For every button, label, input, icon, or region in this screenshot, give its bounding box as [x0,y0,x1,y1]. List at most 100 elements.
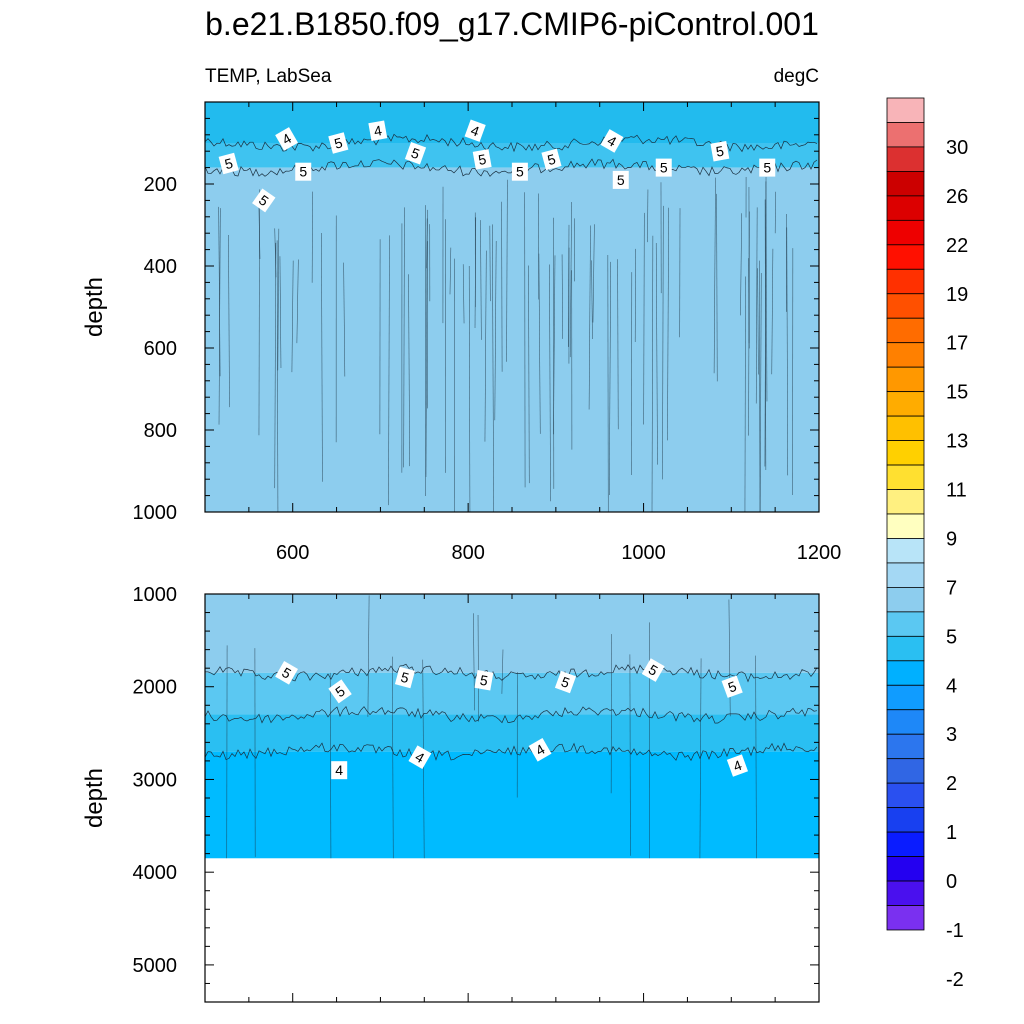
colorbar-label: 2 [946,773,957,795]
contour-band-3 [205,751,819,859]
contour-streak [764,199,767,471]
colorbar-swatch [886,97,925,123]
contour-streak [501,649,504,694]
x-tick-label: 800 [451,542,484,564]
contour-streak [276,240,279,513]
y-tick-label: 4000 [133,862,178,884]
contour-label: 5 [641,658,665,682]
colorbar-swatch [886,219,925,246]
colorbar-swatch [886,856,925,882]
contour-streak [291,260,294,373]
colorbar-swatch [886,831,925,857]
y-tick-label: 5000 [133,955,178,977]
colorbar-label: 22 [946,235,968,257]
contour-streak [744,276,746,513]
contour-label: 5 [404,142,427,165]
contour-label: 4 [275,127,299,151]
contour-band-0 [205,102,819,143]
colorbar-swatch [886,538,925,564]
colorbar-label: 3 [946,724,957,746]
contour-streak [528,265,530,484]
colorbar-swatch [886,660,925,686]
contour-label-text: 5 [516,164,524,180]
colorbar-swatch [886,195,925,221]
contour-label: 5 [511,162,528,181]
x-tick-label: 1200 [797,542,842,564]
contour-label-text: 5 [763,160,771,176]
contour-band-1 [205,672,819,715]
contour-label: 5 [759,158,776,177]
contour-label: 4 [331,761,348,780]
colorbar-label: 9 [946,528,957,550]
colorbar-label: 15 [946,382,968,404]
contour-band-2 [205,714,819,752]
contour-streak [321,232,323,482]
colorbar-label: -2 [946,969,964,991]
colorbar-label: 1 [946,822,957,844]
colorbar-swatch [886,171,925,197]
contour-label-text: 5 [546,151,558,169]
contour-streak [388,235,390,506]
contour-label: 5 [328,679,352,704]
colorbar-label: 4 [946,675,957,697]
contour-label: 4 [368,120,388,141]
contour-streak [759,272,762,513]
colorbar-label: 13 [946,431,968,453]
contour-streak [501,201,503,372]
colorbar-swatch [886,268,925,295]
colorbar-swatch [886,905,925,931]
contour-streak [449,247,452,295]
colorbar-swatch [886,513,925,539]
contour-streak [755,207,758,404]
contour-streak [629,654,631,856]
y-tick-label: 3000 [133,769,178,791]
y-axis-label: depth [81,277,108,337]
contour-streak [279,256,282,368]
contour-label: 5 [721,675,743,698]
colorbar-label: 19 [946,284,968,306]
colorbar-label: 11 [946,480,967,502]
contour-streak [538,253,541,434]
colorbar-label: -1 [946,920,964,942]
contour-streak [755,655,757,859]
contour-streak [494,241,497,421]
colorbar-label: 30 [946,137,968,159]
contour-line-2 [204,742,818,762]
contour-streak [561,254,563,339]
contour-streak [296,259,299,344]
contour-streak [568,224,570,347]
colorbar-swatch [886,807,925,833]
units-label: degC [774,66,819,87]
colorbar-label: 0 [946,871,957,893]
contour-streak [489,225,491,302]
contour-streak [506,179,508,362]
y-tick-label: 1000 [133,584,178,606]
contour-label: 5 [541,148,562,171]
contour-streak [588,225,591,410]
contour-streak [468,265,471,513]
x-tick-label: 600 [276,542,309,564]
contour-streak [408,274,410,467]
colorbar-label: 7 [946,577,957,599]
contour-label: 5 [252,188,276,213]
contour-streak [757,268,759,375]
contour-streak [425,218,428,477]
y-tick-label: 200 [144,174,177,196]
colorbar-swatch [886,391,925,417]
contour-label: 5 [655,158,672,177]
contour-streak [218,206,221,377]
contour-streak [608,261,612,495]
contour-streak [492,224,495,513]
y-tick-label: 400 [144,256,177,278]
colorbar-swatch [886,709,925,735]
y-tick-label: 2000 [133,677,178,699]
contour-label: 5 [612,170,629,189]
contour-label: 5 [394,666,416,689]
y-axis-label: depth [81,768,108,828]
contour-streak [367,595,370,717]
contour-streak [258,203,261,260]
colorbar-swatch [886,293,925,319]
contour-band-0 [205,594,819,673]
